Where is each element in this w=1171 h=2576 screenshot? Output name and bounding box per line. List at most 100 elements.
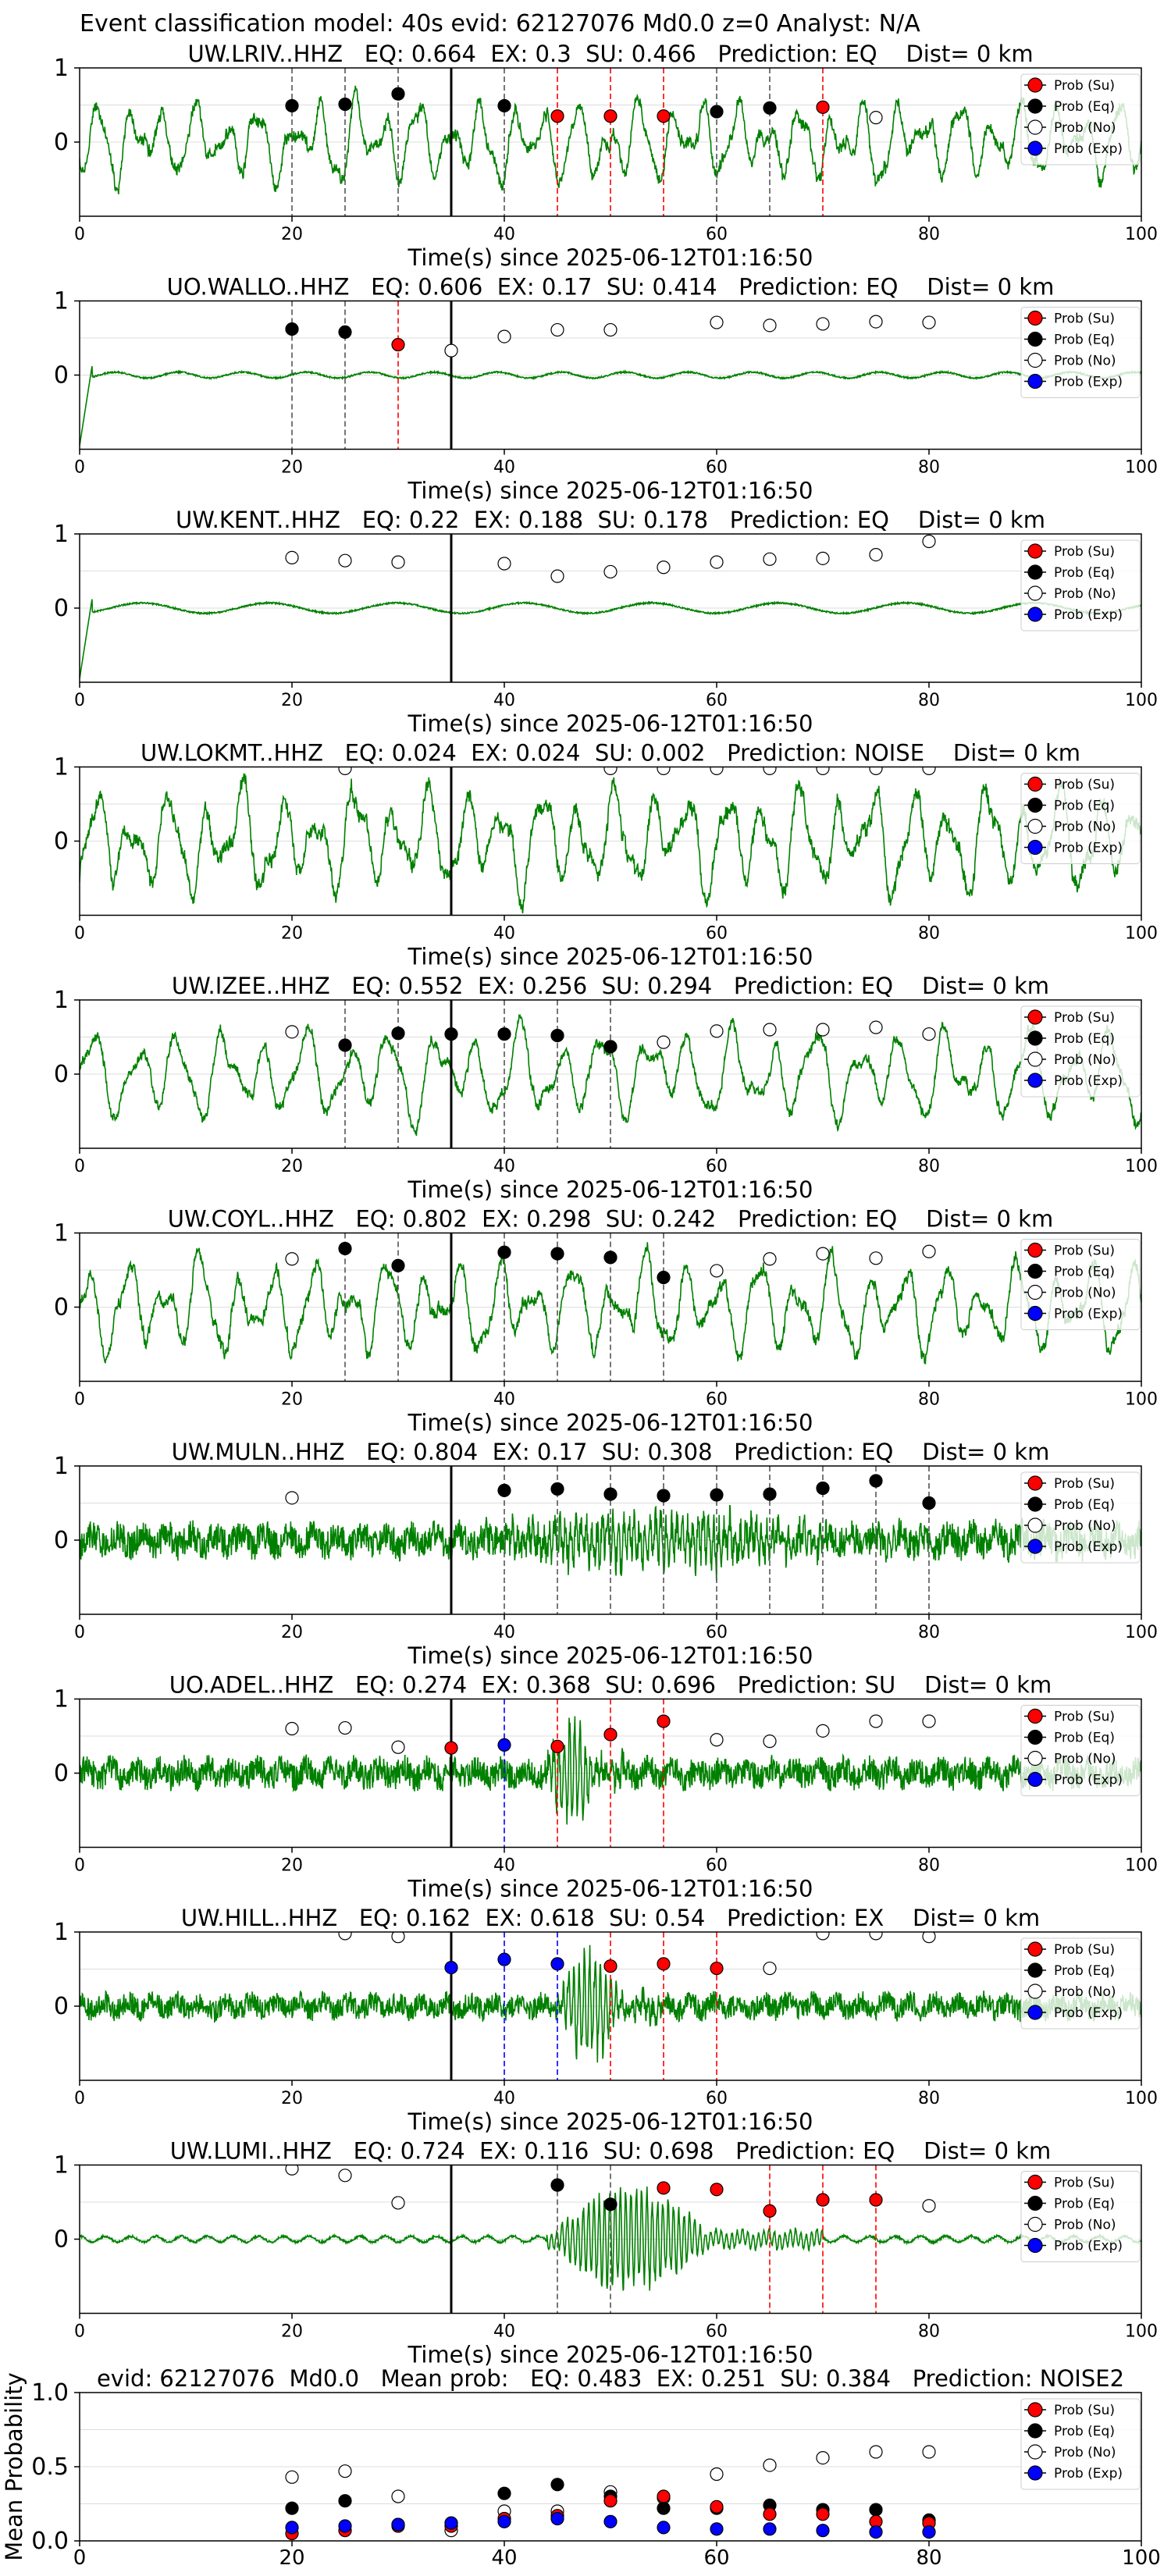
prob-marker-eq (816, 1481, 830, 1496)
legend-label-exp: Prob (Exp) (1054, 2005, 1123, 2021)
waveform-trace (80, 1242, 1141, 1364)
legend-box (1020, 307, 1141, 398)
prob-marker-exp (338, 2519, 352, 2533)
prob-marker-eq (657, 1489, 671, 1503)
prob-marker-eq (285, 2501, 299, 2515)
y-axis-label: Mean Probability (1, 2372, 27, 2561)
legend-label-exp: Prob (Exp) (1054, 2466, 1123, 2482)
prob-marker-eq (391, 1258, 405, 1272)
prob-marker-no (869, 1020, 883, 1034)
panel-title: UW.LRIV..HHZ EQ: 0.664 EX: 0.3 SU: 0.466… (187, 41, 1033, 67)
legend-marker-no (1027, 1284, 1043, 1300)
legend-marker-exp (1027, 839, 1043, 856)
x-tick-label: 80 (918, 691, 940, 710)
prob-marker-eq (869, 1474, 883, 1488)
legend-marker-eq (1027, 2195, 1043, 2211)
prob-marker-no (550, 322, 564, 337)
x-tick-label: 0 (74, 225, 85, 244)
x-tick-label: 100 (1125, 2089, 1158, 2108)
x-tick-label: 100 (1125, 1157, 1158, 1176)
legend-label-eq: Prob (Eq) (1054, 99, 1115, 115)
legend-label-eq: Prob (Eq) (1054, 2197, 1115, 2212)
y-tick-label: 0 (54, 362, 69, 390)
prob-marker-eq (710, 1488, 724, 1502)
prob-marker-no (922, 2199, 936, 2213)
x-tick-label: 60 (706, 924, 728, 944)
prob-marker-no (816, 551, 830, 565)
prob-marker-no (710, 1024, 724, 1038)
y-tick-label: 1 (54, 1453, 69, 1480)
plot-content (80, 767, 1141, 916)
legend-box (1020, 1005, 1141, 1098)
y-tick-label: 0 (54, 1061, 69, 1088)
x-tick-label: 80 (918, 2322, 940, 2342)
x-tick-label: 80 (918, 1856, 940, 1876)
legend-marker-no (1027, 1051, 1043, 1067)
station-panel-8: UO.ADEL..HHZ EQ: 0.274 EX: 0.368 SU: 0.6… (54, 1672, 1158, 1902)
prob-marker-eq (603, 1251, 618, 1265)
x-tick-label: 40 (493, 924, 515, 944)
x-tick-label: 40 (493, 458, 515, 478)
legend-label-su: Prob (Su) (1054, 78, 1115, 94)
x-tick-label: 20 (281, 1390, 303, 1410)
x-tick-label: 100 (1125, 225, 1158, 244)
x-axis-label: Time(s) since 2025-06-12T01:16:50 (408, 710, 813, 737)
legend-marker-no (1027, 1750, 1043, 1767)
prob-marker-exp (550, 2511, 564, 2526)
legend-label-exp: Prob (Exp) (1054, 141, 1123, 157)
y-tick-label: 1 (54, 1919, 69, 1946)
x-tick-label: 60 (706, 2089, 728, 2108)
prob-marker-no (816, 1247, 830, 1261)
plot-content (80, 301, 1141, 450)
prob-marker-eq (285, 98, 299, 113)
legend-label-eq: Prob (Eq) (1054, 1031, 1115, 1047)
prob-marker-exp (816, 2524, 830, 2538)
legend-box (1020, 1471, 1141, 1564)
legend-label-exp: Prob (Exp) (1054, 1773, 1123, 1788)
legend-marker-su (1027, 2174, 1043, 2190)
legend-label-no: Prob (No) (1054, 1286, 1116, 1301)
prob-marker-exp (657, 2521, 671, 2535)
legend-box (1020, 1937, 1141, 2030)
legend-label-su: Prob (Su) (1054, 1476, 1115, 1492)
legend-marker-exp (1027, 2237, 1043, 2254)
prob-marker-exp (550, 1957, 564, 1971)
prob-marker-exp (603, 2514, 618, 2528)
prob-marker-su (657, 2181, 671, 2195)
prob-marker-eq (497, 1245, 511, 1259)
legend-label-su: Prob (Su) (1054, 1244, 1115, 1259)
prob-marker-no (763, 2458, 777, 2472)
legend-marker-su (1027, 77, 1043, 93)
x-tick-label: 100 (1125, 1856, 1158, 1876)
prob-marker-eq (285, 322, 299, 336)
station-panel-2: UO.WALLO..HHZ EQ: 0.606 EX: 0.17 SU: 0.4… (54, 274, 1158, 504)
prob-marker-no (710, 1264, 724, 1278)
prob-marker-no (285, 1721, 299, 1736)
figure-suptitle: Event classification model: 40s evid: 62… (80, 10, 920, 37)
prob-marker-exp (497, 1738, 511, 1752)
y-tick-label: 1 (54, 1220, 69, 1247)
prob-marker-eq (338, 2494, 352, 2508)
panel-title: UW.KENT..HHZ EQ: 0.22 EX: 0.188 SU: 0.17… (176, 507, 1045, 533)
prob-marker-no (285, 1252, 299, 1266)
legend-label-eq: Prob (Eq) (1054, 1497, 1115, 1513)
x-tick-label: 20 (281, 1157, 303, 1176)
prob-marker-no (922, 1027, 936, 1041)
prob-marker-exp (285, 2521, 299, 2535)
y-tick-label: 0 (54, 1294, 69, 1322)
y-tick-label: 1 (54, 1686, 69, 1713)
station-panel-7: UW.MULN..HHZ EQ: 0.804 EX: 0.17 SU: 0.30… (54, 1439, 1158, 1669)
legend-marker-su (1027, 1475, 1043, 1491)
legend-label-eq: Prob (Eq) (1054, 333, 1115, 348)
x-tick-label: 20 (281, 1623, 303, 1642)
x-axis-label: Time(s) since 2025-06-12T01:16:50 (408, 1176, 813, 1203)
legend-box (1020, 2171, 1141, 2262)
prob-marker-no (763, 1252, 777, 1266)
waveform-trace (80, 772, 1141, 914)
prob-marker-no (816, 1724, 830, 1738)
prob-marker-no (710, 2467, 724, 2482)
prob-marker-no (391, 1932, 405, 1944)
y-tick-label: 0.5 (31, 2453, 69, 2481)
prob-marker-su (603, 1727, 618, 1742)
prob-marker-eq (391, 1026, 405, 1041)
